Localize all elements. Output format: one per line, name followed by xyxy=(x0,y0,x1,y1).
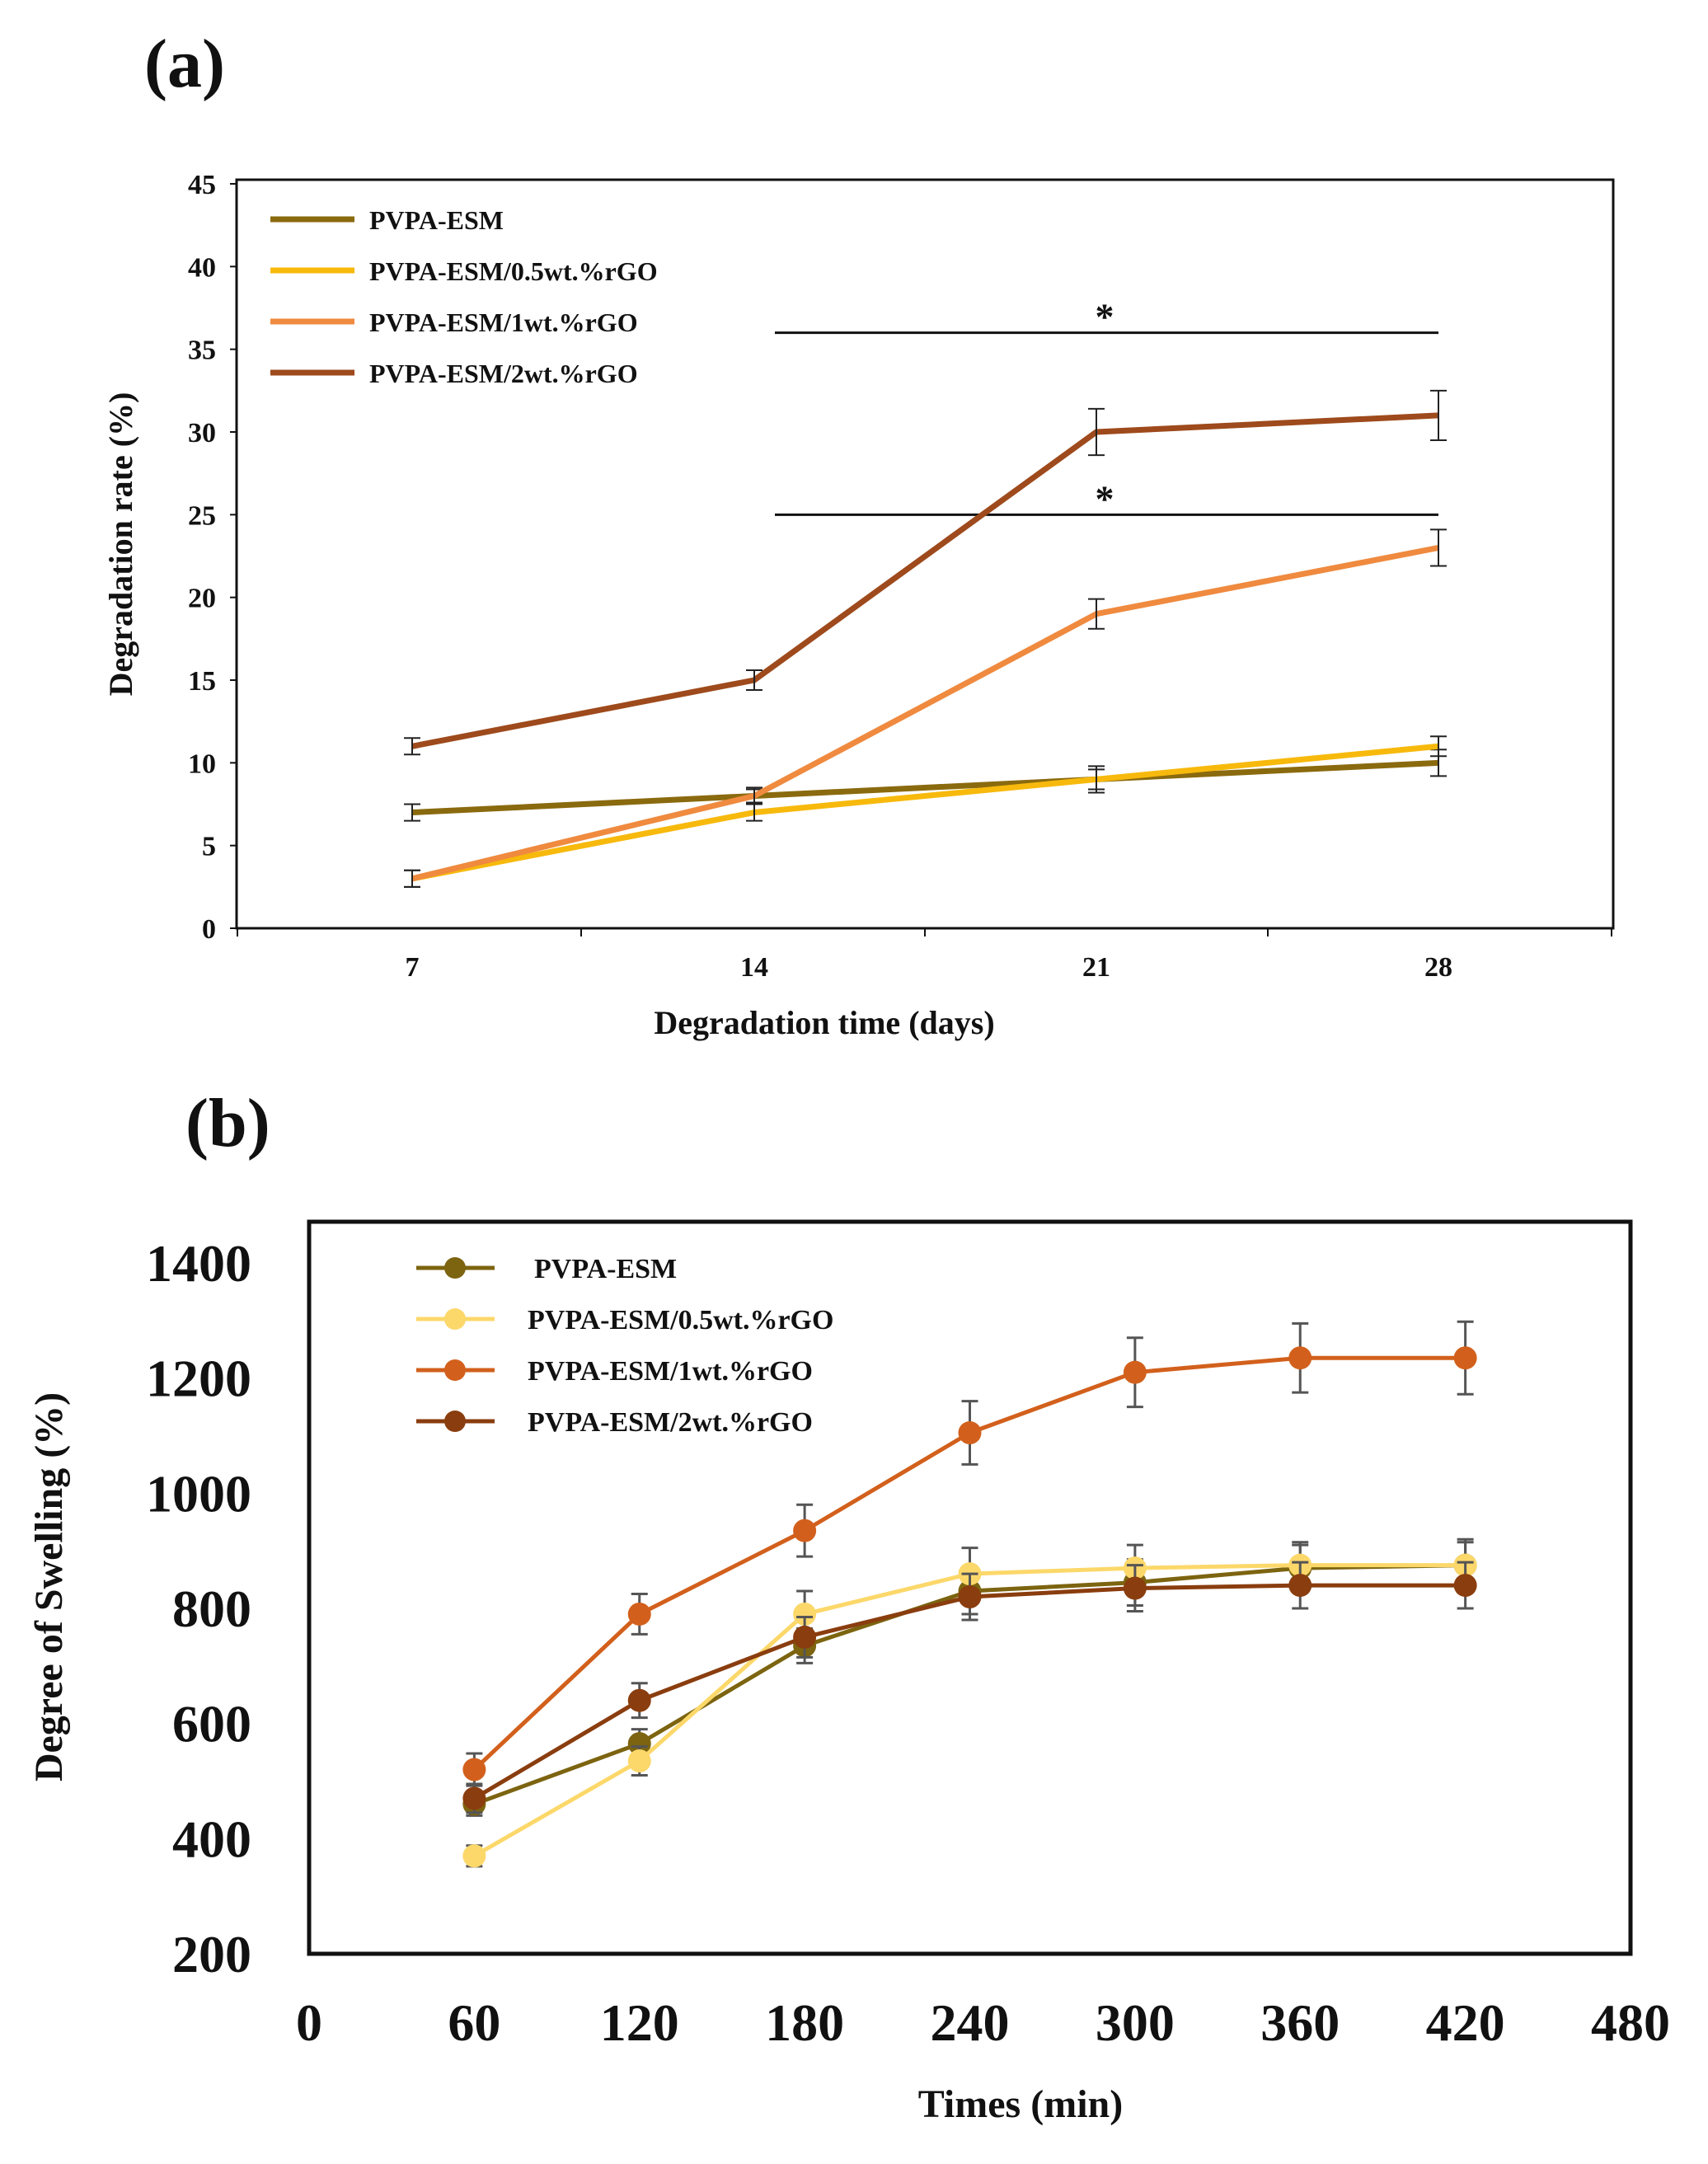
panel-b-plot-frame xyxy=(307,1219,1633,1956)
panel-a-x-axis: 7 14 21 28 xyxy=(237,928,1612,983)
panel-b-x-axis: 0 60 120 180 240 300 360 420 480 xyxy=(296,1993,1670,2052)
panel-b-y-tick-label: 800 xyxy=(172,1580,251,1638)
panel-b-data-point xyxy=(793,1602,817,1626)
panel-a-y-tick-label: 25 xyxy=(188,500,216,531)
panel-b-legend-swatch-marker xyxy=(444,1308,466,1330)
panel-a-legend-label: PVPA-ESM/2wt.%rGO xyxy=(369,359,638,388)
panel-b-data-point xyxy=(1288,1346,1312,1370)
panel-b-legend-label: PVPA-ESM/0.5wt.%rGO xyxy=(528,1305,833,1335)
panel-a-legend-label: PVPA-ESM/0.5wt.%rGO xyxy=(369,256,658,286)
panel-a-series-line xyxy=(411,412,1439,749)
panel-a-y-tick-label: 0 xyxy=(202,914,216,945)
panel-b-series xyxy=(462,1320,1477,1868)
panel-b-y-axis-label: Degree of Swelling (%) xyxy=(27,1392,71,1781)
panel-a-error-bar xyxy=(1088,598,1105,630)
panel-a-y-tick-label: 45 xyxy=(188,170,216,200)
panel-b-legend-swatch-marker xyxy=(444,1257,466,1279)
panel-b-data-point xyxy=(1453,1346,1477,1370)
panel-a-legend: PVPA-ESM PVPA-ESM/0.5wt.%rGO PVPA-ESM/1wt.… xyxy=(270,205,658,388)
panel-a-y-tick-label: 20 xyxy=(188,584,216,614)
panel-b-swelling-chart: (b) 200 400 600 800 1000 1200 1400 0 60 120 180 24… xyxy=(27,1085,1670,2126)
panel-a-series-line xyxy=(411,743,1439,882)
panel-a-error-bar xyxy=(404,869,420,888)
panel-b-data-point xyxy=(627,1749,651,1773)
panel-b-data-point xyxy=(627,1732,651,1756)
panel-a-significance-annotations: ** xyxy=(775,296,1438,519)
panel-b-y-tick-label: 1200 xyxy=(146,1350,251,1408)
panel-b-legend-label: PVPA-ESM/2wt.%rGO xyxy=(528,1407,813,1438)
panel-b-x-tick-label: 60 xyxy=(448,1993,500,2052)
panel-b-x-tick-label: 180 xyxy=(765,1993,844,2052)
panel-b-data-point xyxy=(1453,1574,1477,1598)
panel-b-data-point xyxy=(1123,1360,1147,1384)
panel-a-x-axis-label: Degradation time (days) xyxy=(654,1004,994,1041)
panel-b-data-point xyxy=(1288,1574,1312,1598)
panel-a-y-tick-label: 15 xyxy=(188,666,216,697)
panel-b-y-tick-label: 1400 xyxy=(146,1234,251,1293)
panel-a-error-bar xyxy=(404,803,420,822)
panel-b-data-point xyxy=(462,1758,486,1781)
panel-b-y-tick-label: 600 xyxy=(172,1695,251,1753)
panel-b-y-tick-label: 200 xyxy=(172,1925,251,1983)
panel-a-x-tick-label: 7 xyxy=(406,952,420,983)
panel-a-y-axis: 0 5 10 15 20 25 30 35 40 45 xyxy=(188,170,237,945)
panel-b-data-point xyxy=(793,1625,817,1649)
panel-b-data-point xyxy=(958,1421,982,1445)
panel-a-x-tick-label: 21 xyxy=(1082,952,1110,983)
panel-a-y-axis-label: Degradation rate (%) xyxy=(102,392,139,697)
panel-a-error-bar xyxy=(404,737,420,756)
panel-b-data-point xyxy=(462,1786,486,1810)
panel-b-legend-swatch-marker xyxy=(444,1359,466,1381)
panel-a-error-bar xyxy=(1430,389,1447,442)
panel-b-x-tick-label: 120 xyxy=(600,1993,679,2052)
panel-b-x-tick-label: 480 xyxy=(1591,1993,1670,2052)
panel-b-data-point xyxy=(627,1688,651,1712)
panel-a-error-bar xyxy=(746,786,762,805)
panel-b-y-tick-label: 1000 xyxy=(146,1464,251,1523)
panel-b-x-tick-label: 420 xyxy=(1426,1993,1505,2052)
panel-b-x-tick-label: 300 xyxy=(1096,1993,1175,2052)
panel-a-y-tick-label: 35 xyxy=(188,336,216,366)
panel-b-data-point xyxy=(1123,1576,1147,1600)
panel-b-y-axis: 200 400 600 800 1000 1200 1400 xyxy=(146,1234,251,1983)
panel-a-error-bar xyxy=(1088,407,1105,457)
panel-a-series xyxy=(404,389,1447,888)
panel-b-y-tick-label: 400 xyxy=(172,1810,251,1868)
panel-b-data-point xyxy=(627,1602,651,1626)
panel-b-legend-label: PVPA-ESM/1wt.%rGO xyxy=(528,1356,813,1387)
panel-a-significance-star: * xyxy=(1096,477,1114,519)
panel-a-y-tick-label: 5 xyxy=(202,832,216,862)
panel-a-y-tick-label: 40 xyxy=(188,252,216,283)
panel-a-legend-label: PVPA-ESM xyxy=(369,205,504,235)
panel-b-data-point xyxy=(462,1844,486,1868)
panel-a-y-tick-label: 10 xyxy=(188,749,216,779)
panel-a-legend-label: PVPA-ESM/1wt.%rGO xyxy=(369,307,638,337)
panel-a-series-line xyxy=(411,545,1439,882)
panel-b-x-tick-label: 360 xyxy=(1260,1993,1340,2052)
panel-b-legend-label: PVPA-ESM xyxy=(534,1254,677,1284)
panel-b-data-point xyxy=(793,1519,817,1542)
panel-a-series-line xyxy=(411,759,1439,816)
panel-b-x-axis-label: Times (min) xyxy=(918,2082,1123,2126)
panel-a-error-bar xyxy=(1430,735,1447,758)
panel-b-label: (b) xyxy=(185,1085,270,1162)
panel-a-error-bar xyxy=(1088,768,1105,791)
panel-a-error-bar xyxy=(1430,528,1447,567)
panel-b-x-tick-label: 240 xyxy=(931,1993,1010,2052)
panel-a-significance-star: * xyxy=(1096,296,1114,338)
panel-b-x-tick-label: 0 xyxy=(296,1993,322,2052)
panel-a-label: (a) xyxy=(144,26,225,102)
panel-b-legend-swatch-marker xyxy=(444,1411,466,1432)
panel-a-y-tick-label: 30 xyxy=(188,418,216,448)
panel-a-x-tick-label: 28 xyxy=(1424,952,1452,983)
panel-a-x-tick-label: 14 xyxy=(740,952,768,983)
panel-b-legend: PVPA-ESM PVPA-ESM/0.5wt.%rGO PVPA-ESM/1wt.… xyxy=(416,1254,833,1438)
panel-a-error-bar xyxy=(746,669,762,692)
panel-b-data-point xyxy=(958,1585,982,1609)
